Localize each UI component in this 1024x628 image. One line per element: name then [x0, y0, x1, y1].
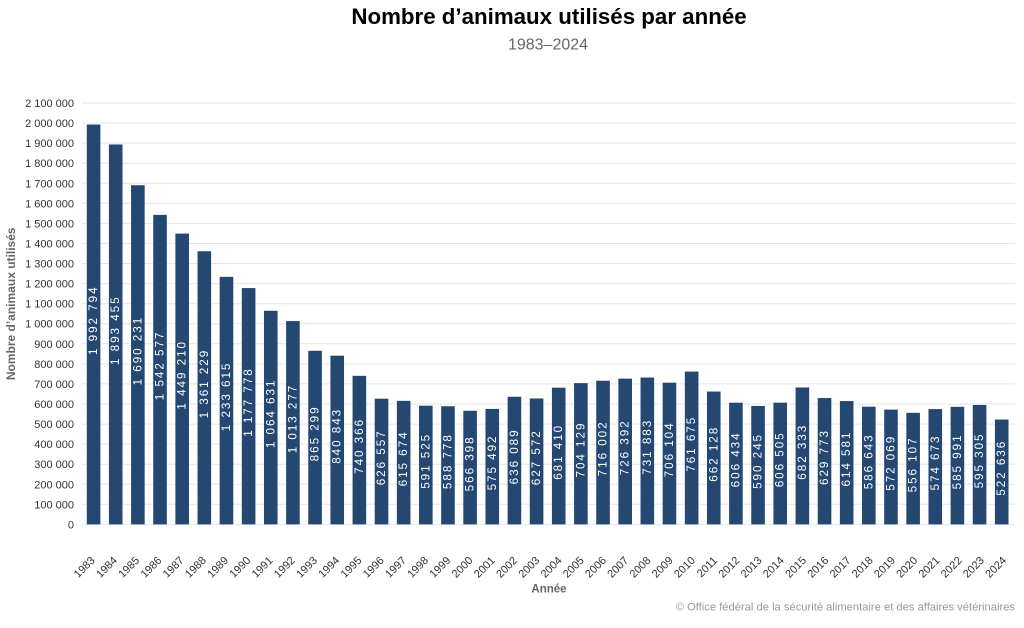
svg-text:2 000 000: 2 000 000 — [25, 118, 74, 130]
svg-text:614 581: 614 581 — [840, 431, 853, 487]
svg-text:590 245: 590 245 — [752, 433, 765, 489]
svg-text:300 000: 300 000 — [34, 459, 74, 471]
svg-text:2 100 000: 2 100 000 — [25, 98, 74, 110]
svg-text:1 177 778: 1 177 778 — [242, 367, 255, 437]
svg-text:900 000: 900 000 — [34, 339, 74, 351]
svg-text:566 398: 566 398 — [464, 435, 477, 491]
svg-text:1983–2024: 1983–2024 — [508, 37, 588, 54]
svg-text:556 107: 556 107 — [907, 436, 920, 492]
svg-text:1 233 615: 1 233 615 — [220, 362, 233, 432]
svg-text:1 893 455: 1 893 455 — [109, 295, 122, 365]
svg-text:716 002: 716 002 — [597, 420, 610, 476]
svg-text:706 104: 706 104 — [663, 421, 676, 477]
svg-text:726 392: 726 392 — [619, 419, 632, 475]
svg-text:1 300 000: 1 300 000 — [25, 259, 74, 271]
svg-text:606 434: 606 434 — [729, 431, 742, 487]
svg-text:1 200 000: 1 200 000 — [25, 279, 74, 291]
svg-text:1 064 631: 1 064 631 — [264, 379, 277, 449]
svg-text:615 674: 615 674 — [397, 430, 410, 486]
svg-text:Nombre d’animaux utilisés: Nombre d’animaux utilisés — [4, 227, 18, 380]
svg-text:740 366: 740 366 — [353, 418, 366, 474]
svg-text:629 773: 629 773 — [818, 429, 831, 485]
svg-text:Nombre d’animaux utilisés par: Nombre d’animaux utilisés par année — [351, 4, 746, 29]
svg-text:682 333: 682 333 — [796, 424, 809, 480]
svg-text:100 000: 100 000 — [34, 499, 74, 511]
svg-text:1 500 000: 1 500 000 — [25, 218, 74, 230]
svg-text:1 542 577: 1 542 577 — [154, 331, 167, 401]
svg-text:572 069: 572 069 — [884, 435, 897, 491]
svg-text:636 089: 636 089 — [508, 428, 521, 484]
svg-text:1 700 000: 1 700 000 — [25, 178, 74, 190]
svg-text:800 000: 800 000 — [34, 359, 74, 371]
svg-text:1 600 000: 1 600 000 — [25, 198, 74, 210]
svg-text:500 000: 500 000 — [34, 419, 74, 431]
svg-text:595 305: 595 305 — [973, 433, 986, 489]
svg-text:662 128: 662 128 — [707, 426, 720, 482]
svg-text:731 883: 731 883 — [641, 419, 654, 475]
svg-text:761 675: 761 675 — [685, 416, 698, 472]
svg-text:1 013 277: 1 013 277 — [286, 384, 299, 454]
svg-text:1 900 000: 1 900 000 — [25, 138, 74, 150]
svg-text:840 843: 840 843 — [331, 408, 344, 464]
svg-text:1 800 000: 1 800 000 — [25, 158, 74, 170]
svg-text:574 673: 574 673 — [929, 435, 942, 491]
svg-text:704 129: 704 129 — [574, 422, 587, 478]
svg-text:606 505: 606 505 — [774, 431, 787, 487]
svg-text:600 000: 600 000 — [34, 399, 74, 411]
svg-text:591 525: 591 525 — [419, 433, 432, 489]
svg-text:1 449 210: 1 449 210 — [176, 340, 189, 410]
svg-text:© Office fédéral de la sécurit: © Office fédéral de la sécurité alimenta… — [676, 602, 1016, 614]
svg-text:700 000: 700 000 — [34, 379, 74, 391]
svg-text:1 690 231: 1 690 231 — [131, 316, 144, 386]
svg-text:585 991: 585 991 — [951, 433, 964, 489]
svg-text:627 572: 627 572 — [530, 429, 543, 485]
svg-text:575 492: 575 492 — [486, 435, 499, 491]
svg-text:Année: Année — [531, 583, 566, 595]
svg-text:1 992 794: 1 992 794 — [87, 285, 100, 355]
svg-text:681 410: 681 410 — [552, 424, 565, 480]
svg-text:1 400 000: 1 400 000 — [25, 239, 74, 251]
svg-text:1 361 229: 1 361 229 — [198, 349, 211, 419]
svg-text:522 636: 522 636 — [995, 440, 1008, 496]
svg-text:1 100 000: 1 100 000 — [25, 299, 74, 311]
svg-text:200 000: 200 000 — [34, 479, 74, 491]
svg-text:626 557: 626 557 — [375, 429, 388, 485]
svg-text:0: 0 — [68, 519, 74, 531]
svg-text:400 000: 400 000 — [34, 439, 74, 451]
svg-text:865 299: 865 299 — [309, 405, 322, 461]
svg-text:588 778: 588 778 — [441, 433, 454, 489]
svg-text:586 643: 586 643 — [862, 433, 875, 489]
svg-text:1 000 000: 1 000 000 — [25, 319, 74, 331]
